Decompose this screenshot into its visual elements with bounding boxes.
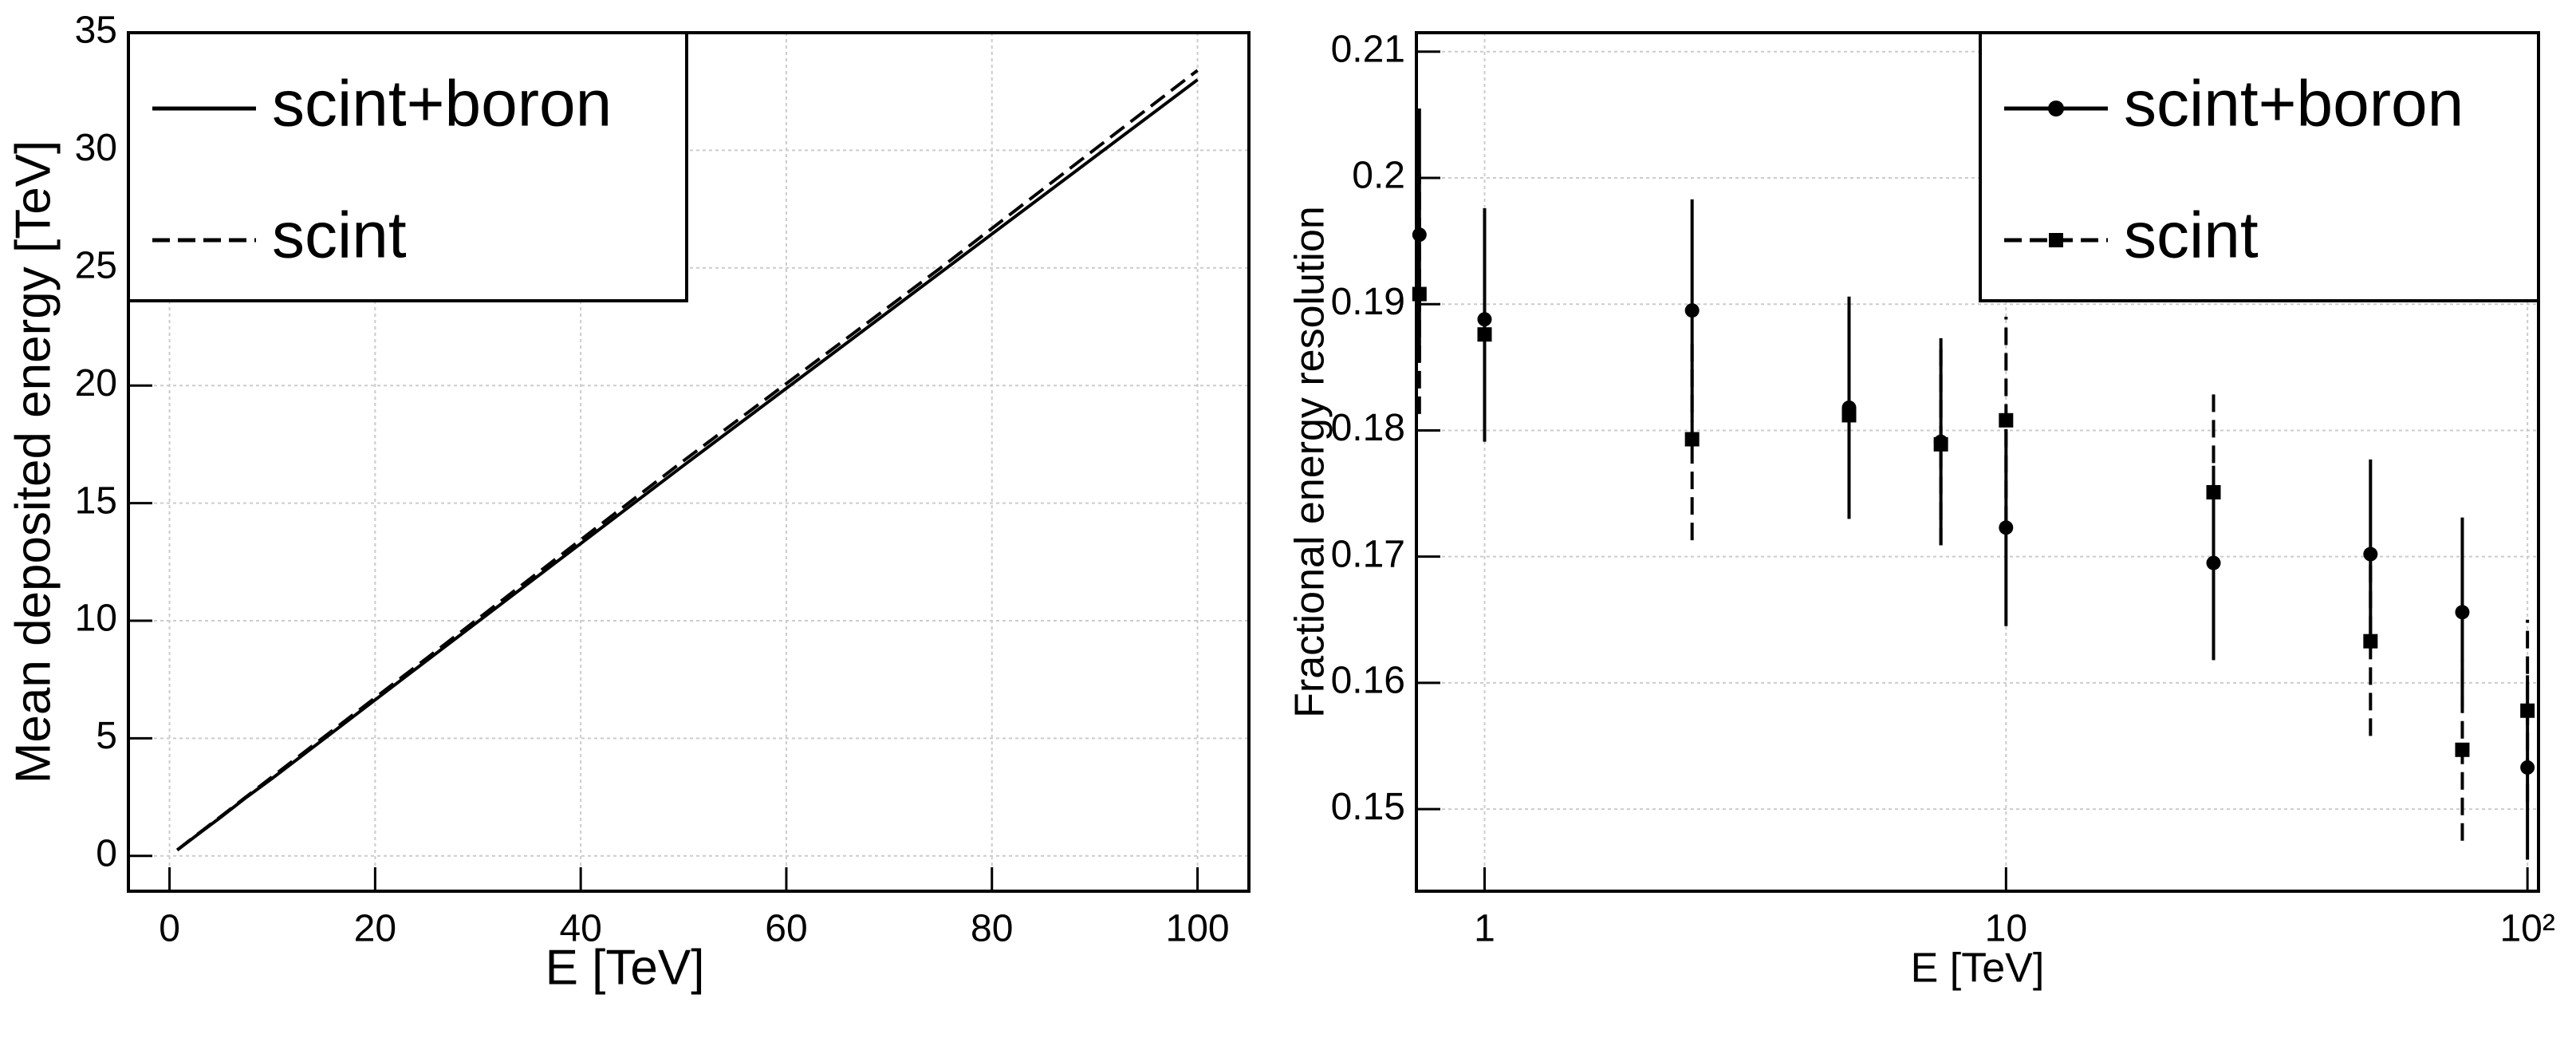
y-tick-label: 0.2 [1352,155,1405,197]
y-tick-label: 0.19 [1331,281,1405,323]
y-tick-label: 35 [75,10,117,52]
y-tick-label: 30 [75,127,117,169]
y-tick-label: 0.16 [1331,660,1405,702]
legend-label: scint+boron [272,68,612,140]
marker [1684,432,1700,447]
y-tick-label: 0 [96,832,117,874]
marker [1684,303,1700,318]
y-tick-label: 0.18 [1331,407,1405,449]
legend-label: scint+boron [2124,68,2464,140]
y-tick-label: 0.15 [1331,786,1405,828]
marker [2206,484,2221,499]
x-tick-label: 1 [1474,908,1495,950]
x-tick-label: 0 [159,908,180,950]
x-tick-label: 10 [1985,908,2027,950]
legend-marker [2049,233,2063,247]
marker [1412,286,1427,302]
marker [2455,605,2470,620]
data-line [175,69,1199,851]
marker [1477,327,1492,342]
y-tick-label: 0.17 [1331,533,1405,575]
legend-marker [2048,101,2064,116]
plot-frame [127,31,1251,893]
legend-box [127,31,688,302]
marker [1477,312,1492,327]
y-tick-label: 0.21 [1331,28,1405,70]
plot-frame [1415,31,2540,893]
marker [1933,436,1948,452]
marker [1999,520,2014,535]
y-axis-title: Mean deposited energy [TeV] [6,140,61,784]
y-tick-label: 15 [75,480,117,522]
y-tick-label: 25 [75,244,117,286]
y-tick-label: 10 [75,598,117,640]
legend-label: scint [272,199,407,272]
x-tick-label: 10² [2499,908,2554,950]
marker [2363,633,2378,649]
x-tick-label: 80 [971,908,1013,950]
marker [2520,703,2535,718]
y-tick-label: 20 [75,362,117,405]
x-axis-title: E [TeV] [1911,945,2045,992]
x-tick-label: 60 [765,908,807,950]
legend-box [1979,31,2540,302]
y-tick-label: 5 [96,715,117,757]
x-axis-title: E [TeV] [546,940,705,995]
x-tick-label: 100 [1166,908,1230,950]
x-tick-label: 20 [354,908,396,950]
x-tick-label: 40 [559,908,601,950]
marker [1841,408,1857,423]
y-axis-title: Fractional energy resolution [1287,206,1333,718]
marker [2455,742,2470,757]
marker [1999,412,2014,428]
legend-label: scint [2124,199,2259,272]
